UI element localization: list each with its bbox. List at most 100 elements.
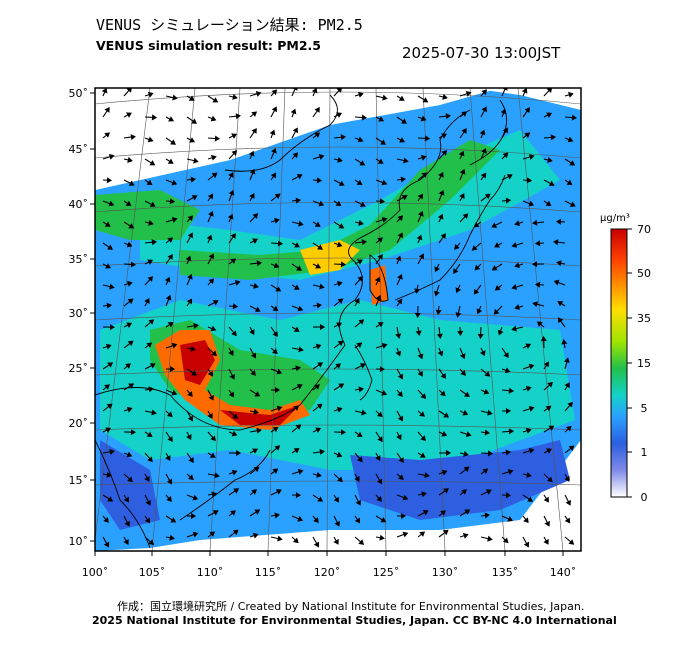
title-jp: VENUS シミュレーション結果: PM2.5 <box>96 16 363 34</box>
legend-tick-label: 50 <box>637 267 651 280</box>
wind-arrow-head <box>186 434 192 441</box>
wind-arrow-head <box>235 113 241 120</box>
wind-arrow-head <box>106 403 113 410</box>
wind-arrow-head <box>106 471 112 478</box>
wind-arrow-head <box>169 198 176 205</box>
wind-arrow-head <box>443 412 450 418</box>
wind-arrow-head <box>359 160 366 166</box>
legend-tick-label: 15 <box>637 357 651 370</box>
wind-arrow-head <box>253 466 260 473</box>
wind-arrow-head <box>361 114 368 121</box>
wind-arrow-head <box>422 509 429 516</box>
wind-arrow-head <box>230 233 236 239</box>
wind-arrow-head <box>126 280 133 287</box>
wind-arrow-head <box>398 95 405 101</box>
wind-arrow-head <box>502 127 508 134</box>
wind-arrow-head <box>567 401 573 408</box>
wind-arrow-head <box>419 411 426 417</box>
wind-arrow-head <box>483 388 490 395</box>
wind-arrow-head <box>402 531 409 538</box>
wind-arrow-head <box>271 89 278 96</box>
wind-arrow-head <box>236 450 242 457</box>
wind-arrow-head <box>340 134 346 141</box>
wind-arrow-head <box>417 353 424 360</box>
wind-arrow-head <box>297 468 304 475</box>
wind-arrow-head <box>170 139 176 145</box>
wind-arrow-head <box>399 137 406 143</box>
wind-arrow-head <box>402 494 409 501</box>
wind-arrow-head <box>507 516 513 522</box>
wind-arrow-head <box>125 200 132 207</box>
wind-arrow-head <box>147 91 154 98</box>
wind-arrow-head <box>185 255 192 262</box>
wind-arrow-head <box>320 324 326 331</box>
wind-arrow-head <box>555 218 562 225</box>
wind-arrow-head <box>298 220 304 227</box>
wind-arrow-head <box>376 496 383 502</box>
wind-arrow-head <box>440 510 446 516</box>
wind-arrow-head <box>208 278 215 285</box>
wind-arrow-head <box>317 362 324 368</box>
wind-arrow-head <box>108 153 115 160</box>
wind-arrow-head <box>547 476 553 483</box>
wind-arrow-head <box>123 496 129 503</box>
wind-arrow-head <box>440 372 446 379</box>
wind-arrow-head <box>460 370 466 376</box>
wind-arrow-head <box>271 106 277 113</box>
wind-arrow-head <box>376 478 383 485</box>
wind-arrow-head <box>357 91 364 98</box>
wind-arrow-head <box>563 357 570 363</box>
lon-tick-label: 125˚ <box>373 566 400 579</box>
wind-arrow-head <box>190 345 196 352</box>
wind-arrow-head <box>438 171 444 178</box>
wind-arrow-head <box>376 411 383 418</box>
wind-arrow-head <box>314 221 321 227</box>
wind-arrow-head <box>271 147 277 154</box>
wind-arrow-head <box>249 192 255 199</box>
wind-arrow-head <box>106 177 113 184</box>
wind-arrow-head <box>166 478 173 485</box>
wind-arrow-head <box>338 383 345 389</box>
legend-tick-label: 0 <box>641 491 648 504</box>
wind-arrow-head <box>250 352 257 359</box>
wind-arrow-head <box>443 488 449 494</box>
wind-arrow-head <box>548 425 555 432</box>
wind-arrow-head <box>250 370 256 376</box>
wind-arrow-head <box>232 529 239 536</box>
lon-tick-label: 110˚ <box>197 566 224 579</box>
legend-tick-label: 35 <box>637 312 651 325</box>
wind-arrow-head <box>165 294 172 301</box>
wind-arrow-head <box>187 415 194 422</box>
wind-arrow-head <box>252 532 259 539</box>
wind-arrow-head <box>230 510 236 516</box>
wind-arrow-head <box>311 88 318 94</box>
wind-arrow-head <box>149 201 156 207</box>
wind-arrow-head <box>375 455 381 462</box>
wind-arrow-head <box>458 150 465 157</box>
wind-arrow-head <box>144 476 150 482</box>
wind-vectors <box>101 88 578 548</box>
wind-arrow-head <box>128 180 135 186</box>
wind-arrow-head <box>187 215 194 222</box>
wind-arrow-head <box>544 520 550 527</box>
wind-arrow-head <box>109 448 115 455</box>
wind-arrow-head <box>251 128 257 134</box>
wind-arrow-head <box>479 350 486 357</box>
wind-arrow-head <box>438 189 445 196</box>
wind-arrow-head <box>500 108 507 115</box>
wind-arrow-head <box>414 288 421 294</box>
wind-arrow-head <box>514 262 521 269</box>
wind-arrow-head <box>126 322 133 328</box>
wind-arrow-head <box>403 157 409 164</box>
wind-arrow-head <box>231 469 238 476</box>
wind-arrow-head <box>232 303 239 310</box>
wind-arrow-head <box>295 365 301 372</box>
wind-arrow-head <box>249 329 255 336</box>
wind-arrow-head <box>127 340 134 347</box>
wind-arrow-head <box>147 456 153 463</box>
wind-arrow-head <box>275 286 282 292</box>
wind-arrow-head <box>273 217 280 224</box>
wind-arrow-head <box>295 492 302 499</box>
wind-arrow-head <box>557 317 564 324</box>
wind-arrow-head <box>228 391 235 398</box>
